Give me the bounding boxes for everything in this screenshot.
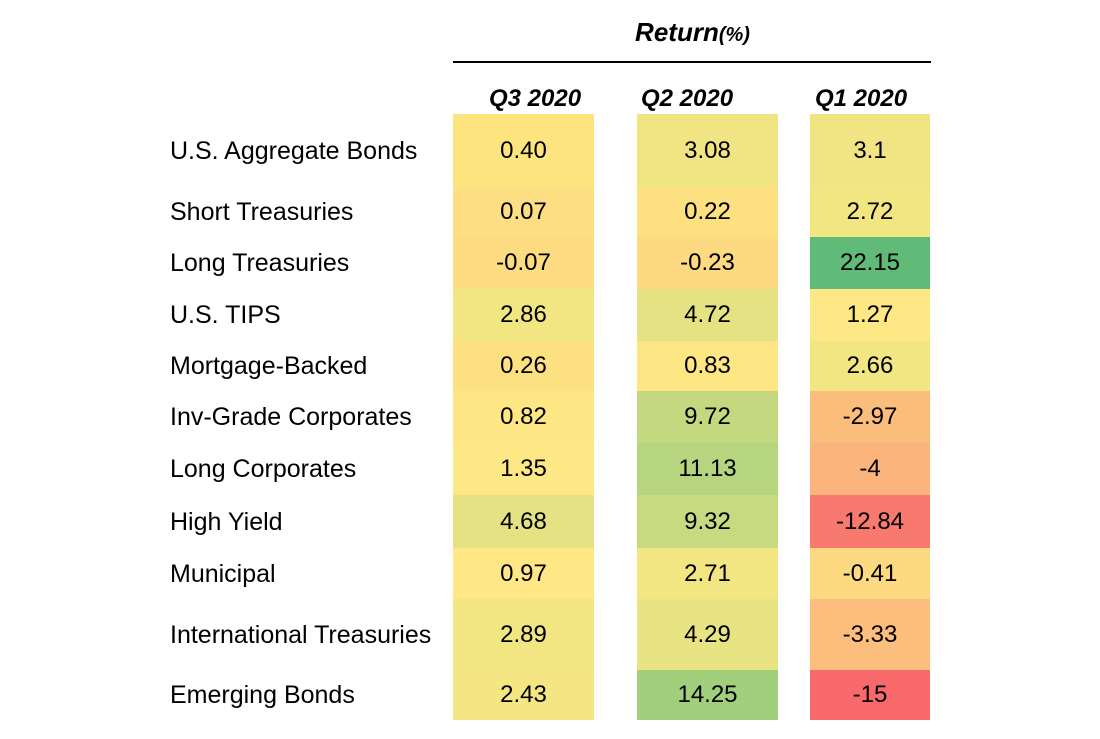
row-label: Long Corporates (170, 455, 357, 483)
table-cell: 0.22 (637, 187, 778, 237)
row-label: Short Treasuries (170, 198, 354, 226)
column-header-0: Q3 2020 (489, 85, 582, 112)
table-cell: -0.07 (453, 237, 594, 289)
row-label: High Yield (170, 507, 283, 536)
table-cell: 4.29 (637, 599, 778, 670)
table-cell: 2.66 (810, 341, 930, 391)
row-label: Emerging Bonds (170, 681, 355, 709)
table-cell: 0.83 (637, 341, 778, 391)
column-header-1: Q2 2020 (641, 85, 734, 112)
table-cell: -0.41 (810, 548, 930, 599)
row-label: U.S. TIPS (170, 301, 281, 329)
table-cell: 2.89 (453, 599, 594, 670)
table-cell: -4 (810, 443, 930, 495)
table-cell: 2.43 (453, 670, 594, 720)
table-cell: 4.72 (637, 289, 778, 341)
table-cell: 4.68 (453, 495, 594, 548)
table-cell: 1.27 (810, 289, 930, 341)
column-header-2: Q1 2020 (815, 85, 908, 112)
row-label: Municipal (170, 559, 276, 588)
row-label: Mortgage-Backed (170, 352, 368, 380)
title-unit: (%) (718, 24, 750, 46)
table-cell: 0.40 (453, 114, 594, 187)
title-text: Return (635, 17, 719, 47)
table-cell: -0.23 (637, 237, 778, 289)
table-cell: 14.25 (637, 670, 778, 720)
table-cell: 0.97 (453, 548, 594, 599)
row-label: Inv-Grade Corporates (170, 403, 412, 431)
table-cell: 9.72 (637, 391, 778, 443)
row-label: Long Treasuries (170, 249, 350, 277)
table-cell: 11.13 (637, 443, 778, 495)
table-cell: -15 (810, 670, 930, 720)
table-cell: 0.26 (453, 341, 594, 391)
table-cell: -2.97 (810, 391, 930, 443)
table-title: Return(%) (455, 17, 930, 48)
table-cell: 3.08 (637, 114, 778, 187)
table-cell: 3.1 (810, 114, 930, 187)
table-cell: 2.72 (810, 187, 930, 237)
table-cell: 0.82 (453, 391, 594, 443)
table-cell: 1.35 (453, 443, 594, 495)
row-label: U.S. Aggregate Bonds (170, 136, 418, 165)
table-cell: -3.33 (810, 599, 930, 670)
table-cell: 2.86 (453, 289, 594, 341)
table-cell: 9.32 (637, 495, 778, 548)
table-cell: 2.71 (637, 548, 778, 599)
row-label: International Treasuries (170, 620, 432, 649)
header-rule (453, 61, 931, 63)
table-cell: 0.07 (453, 187, 594, 237)
table-cell: 22.15 (810, 237, 930, 289)
table-cell: -12.84 (810, 495, 930, 548)
